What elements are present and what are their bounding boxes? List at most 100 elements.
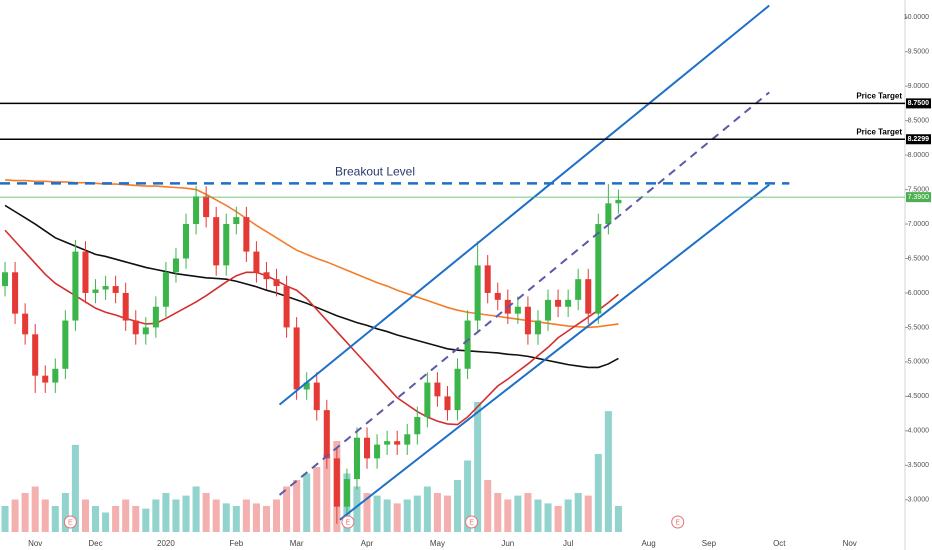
volume-bar [614, 506, 622, 532]
volume-bar [92, 506, 100, 532]
volume-bar [152, 499, 160, 532]
candle-body [102, 286, 109, 290]
volume-bar [564, 499, 572, 532]
volume-bar [1, 506, 9, 532]
candle-body [565, 299, 572, 307]
volume-bar [41, 499, 49, 532]
volume-bar [514, 495, 522, 532]
volume-bar [11, 499, 19, 532]
volume-bar [31, 486, 39, 532]
candle-body [323, 410, 330, 459]
candle-body [555, 299, 562, 307]
volume-bar [192, 486, 200, 532]
volume-bar [262, 506, 270, 532]
candle-body [414, 417, 421, 435]
volume-bar [423, 486, 431, 532]
candle-body [474, 265, 481, 321]
volume-bar [172, 499, 180, 532]
volume-bar [584, 495, 592, 532]
volume-bar [504, 499, 512, 532]
volume-bar [383, 499, 391, 532]
x-tick-label: Mar [290, 539, 304, 548]
y-tick-label: 9.0000 [908, 83, 930, 90]
candle-body [2, 272, 9, 287]
x-tick-label: Sep [702, 539, 717, 548]
volume-bar [373, 495, 381, 532]
x-tick-label: Feb [229, 539, 243, 548]
candle-body [112, 286, 119, 293]
volume-bar [303, 473, 311, 532]
earnings-label: E [469, 519, 474, 526]
y-tick-label: 7.0000 [908, 221, 930, 228]
candle-body [162, 272, 169, 307]
candle-body [575, 279, 582, 300]
candle-body [514, 306, 521, 314]
candle-body [464, 320, 471, 369]
candle-body [444, 396, 451, 411]
earnings-label: E [68, 519, 73, 526]
candle-body [152, 306, 159, 328]
y-tick-label: 8.0000 [908, 152, 930, 159]
volume-bar [524, 493, 532, 532]
candle-body [82, 251, 89, 293]
candle-body [605, 203, 612, 225]
candle-body [394, 441, 401, 445]
volume-bar [353, 486, 361, 532]
candle-body [32, 334, 39, 376]
candle-body [343, 479, 350, 507]
volume-bar [112, 506, 120, 532]
volume-bar [494, 493, 502, 532]
volume-bar [464, 460, 472, 532]
candle-body [424, 382, 431, 418]
volume-bar [182, 495, 190, 532]
volume-bar [142, 508, 150, 532]
volume-bar [202, 493, 210, 532]
candle-body [122, 292, 129, 321]
x-tick-label: Jul [563, 539, 573, 548]
y-tick-label: 5.5000 [908, 324, 930, 331]
candle-body [243, 217, 250, 252]
earnings-label: E [346, 519, 351, 526]
candle-body [534, 320, 541, 335]
volume-bar [443, 495, 451, 532]
y-tick-label: 6.5000 [908, 255, 930, 262]
volume-bar [413, 495, 421, 532]
x-tick-label: Oct [773, 539, 786, 548]
x-tick-label: Jun [501, 539, 514, 548]
candle-body [484, 265, 491, 293]
candle-body [273, 279, 280, 287]
candle-body [72, 251, 79, 321]
moving-average [4, 229, 619, 426]
earnings-marker [671, 515, 685, 529]
y-tick-label: 3.5000 [908, 462, 930, 469]
candle-body [293, 327, 300, 390]
y-tick-label: 5.0000 [908, 359, 930, 366]
volume-bar [484, 480, 492, 532]
candle-body [132, 320, 139, 335]
candle-body [384, 441, 391, 445]
candle-body [213, 217, 220, 266]
volume-bar [454, 480, 462, 532]
y-tick-label: 4.5000 [908, 393, 930, 400]
volume-bar [474, 402, 482, 532]
price-target-label: 8.7500 [908, 100, 930, 107]
x-tick-label: Dec [88, 539, 102, 548]
candle-body [62, 320, 69, 369]
volume-bar [122, 499, 130, 532]
candle-body [524, 306, 531, 335]
volume-bar [534, 499, 542, 532]
candle-body [545, 299, 552, 321]
price-target-label: 8.2299 [908, 136, 930, 143]
candle-body [374, 444, 381, 459]
y-tick-label: 3.0000 [908, 497, 930, 504]
candle-body [223, 224, 230, 266]
volume-bar [283, 486, 291, 532]
candle-body [253, 251, 260, 273]
volume-bar [162, 493, 170, 532]
volume-bar [604, 411, 612, 532]
earnings-marker [465, 515, 479, 529]
candle-body [364, 437, 371, 459]
last-price-label: 7.3900 [908, 194, 930, 201]
volume-bar [293, 480, 301, 532]
